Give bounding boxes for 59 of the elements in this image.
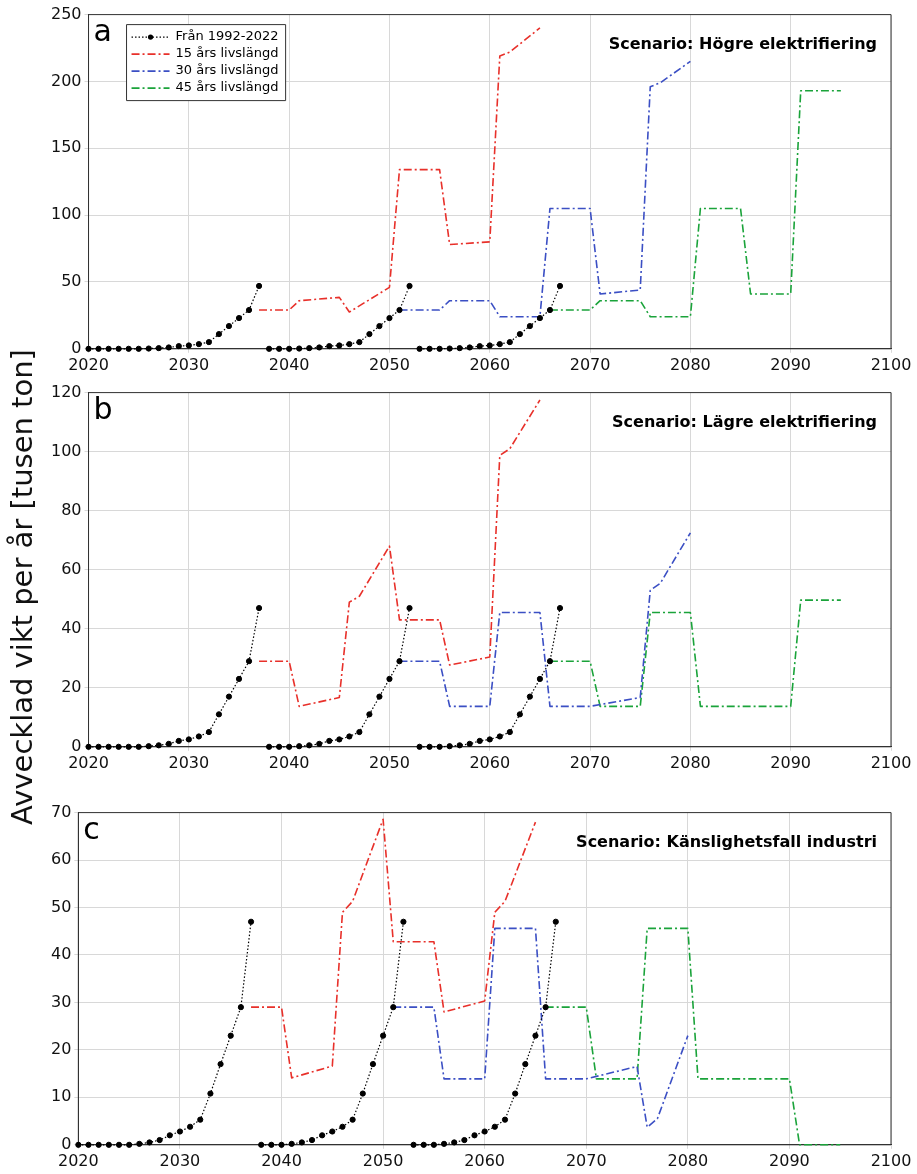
- x-tick-label: 2040: [268, 354, 310, 374]
- y-tick-label: 40: [61, 617, 82, 637]
- legend-label: 15 års livslängd: [175, 45, 279, 61]
- x-tick-label: 2070: [565, 1150, 607, 1170]
- y-tick-label: 200: [50, 70, 82, 90]
- x-tick-label: 2050: [362, 1150, 404, 1170]
- x-tick-label: 2020: [68, 752, 109, 772]
- x-tick-label: 2100: [870, 1150, 912, 1170]
- text: Scenario: Lägre elektrifiering: [612, 411, 877, 431]
- x-tick-label: 2060: [464, 1150, 506, 1170]
- legend-label: 30 års livslängd: [175, 62, 279, 78]
- legend-label: 45 års livslängd: [175, 79, 279, 95]
- y-tick-label: 100: [50, 440, 82, 460]
- y-tick-label: 60: [61, 558, 82, 578]
- y-tick-label: 0: [71, 735, 82, 755]
- x-tick-label: 2040: [268, 752, 310, 772]
- x-tick-label: 2040: [261, 1150, 302, 1170]
- x-tick-label: 2030: [159, 1150, 201, 1170]
- y-tick-label: 150: [50, 137, 82, 157]
- y-tick-label: 50: [51, 896, 72, 916]
- y-tick-label: 30: [51, 991, 72, 1011]
- annotation: c: [83, 811, 100, 847]
- annotation: b: [93, 391, 113, 427]
- legend-label: Från 1992-2022: [175, 28, 279, 44]
- y-tick-label: 20: [61, 676, 82, 696]
- x-tick-label: 2030: [168, 752, 210, 772]
- x-tick-label: 2060: [469, 752, 511, 772]
- x-tick-label: 2100: [870, 752, 912, 772]
- x-tick-label: 2090: [770, 354, 812, 374]
- x-tick-label: 2080: [670, 752, 711, 772]
- x-tick-label: 2080: [670, 354, 711, 374]
- x-tick-label: 2050: [369, 752, 410, 772]
- y-tick-label: 70: [51, 801, 72, 821]
- x-tick-label: 2070: [569, 354, 611, 374]
- x-tick-label: 2090: [769, 1150, 810, 1170]
- x-tick-label: 2050: [369, 354, 410, 374]
- annotation: a: [93, 13, 112, 49]
- y-axis-title: Avvecklad vikt per år [tusen ton]: [5, 349, 39, 825]
- y-tick-label: 250: [50, 3, 82, 23]
- y-tick-label: 60: [51, 849, 72, 869]
- x-tick-label: 2020: [68, 354, 109, 374]
- text: Scenario: Känslighetsfall industri: [576, 831, 877, 851]
- y-tick-label: 120: [50, 381, 82, 401]
- y-tick-label: 50: [61, 271, 82, 291]
- y-tick-label: 20: [51, 1039, 72, 1059]
- text: Scenario: Högre elektrifiering: [608, 33, 877, 53]
- x-tick-label: 2030: [168, 354, 210, 374]
- x-tick-label: 2060: [469, 354, 511, 374]
- x-tick-label: 2090: [770, 752, 812, 772]
- y-tick-label: 10: [51, 1086, 72, 1106]
- y-tick-label: 0: [61, 1133, 72, 1153]
- y-tick-label: 80: [61, 499, 82, 519]
- x-tick-label: 2020: [58, 1150, 99, 1170]
- x-tick-label: 2080: [667, 1150, 709, 1170]
- y-tick-label: 0: [71, 337, 82, 357]
- y-tick-label: 40: [51, 944, 72, 964]
- x-tick-label: 2070: [569, 752, 611, 772]
- x-tick-label: 2100: [870, 354, 912, 374]
- y-tick-label: 100: [50, 204, 82, 224]
